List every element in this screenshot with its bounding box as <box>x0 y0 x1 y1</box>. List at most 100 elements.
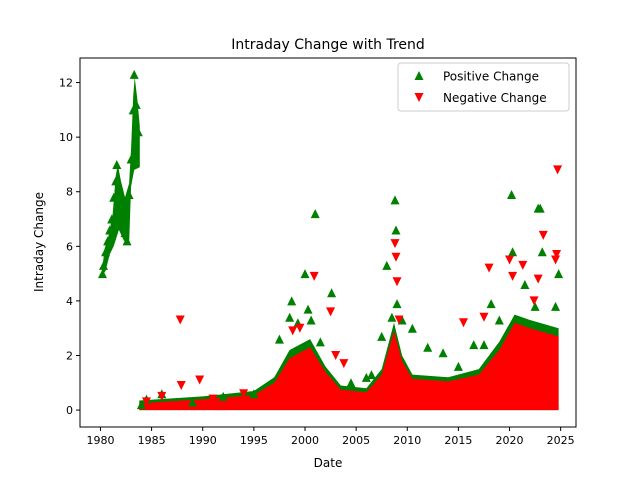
positive-change-point <box>129 69 139 79</box>
legend-box <box>397 62 570 112</box>
data-markers <box>97 69 564 410</box>
positive-change-point <box>346 378 356 388</box>
negative-change-point <box>239 389 249 399</box>
positive-change-point <box>303 304 313 314</box>
negative-change-point <box>518 260 528 270</box>
x-axis-ticks: 1980 1985 1990 1995 2000 2005 2010 2015 2020 2025 <box>86 427 575 447</box>
y-tick-label: 0 <box>66 404 73 417</box>
positive-change-point <box>423 342 433 352</box>
negative-change-point <box>331 350 341 360</box>
negative-change-point <box>533 274 543 284</box>
positive-change-point <box>392 299 402 309</box>
x-tick-label: 2000 <box>291 434 319 447</box>
positive-change-point <box>377 331 387 341</box>
positive-change-point <box>530 301 540 311</box>
positive-change-point <box>218 391 228 401</box>
positive-change-point <box>382 260 392 270</box>
positive-change-point <box>300 269 310 279</box>
negative-change-point <box>394 315 404 325</box>
positive-change-point <box>120 228 130 238</box>
negative-change-point <box>141 397 151 407</box>
positive-change-point <box>327 288 337 298</box>
positive-change-point <box>479 340 489 350</box>
x-tick-label: 1995 <box>240 434 268 447</box>
x-tick-label: 1980 <box>86 434 114 447</box>
positive-change-point <box>507 189 517 199</box>
positive-change-point <box>105 225 115 235</box>
positive-change-point <box>131 99 141 109</box>
positive-change-point <box>128 105 138 115</box>
positive-change-point <box>101 247 111 257</box>
positive-change-point <box>315 337 325 347</box>
y-tick-label: 2 <box>66 349 73 362</box>
positive-change-point <box>387 312 397 322</box>
negative-change-point <box>176 381 186 391</box>
plot-area <box>97 69 564 411</box>
negative-change-point <box>157 391 167 401</box>
x-axis-label: Date <box>314 456 343 470</box>
positive-change-point <box>310 209 320 219</box>
positive-change-point <box>124 189 134 199</box>
positive-change-point <box>122 236 132 246</box>
x-tick-label: 2015 <box>444 434 472 447</box>
positive-change-point <box>508 247 518 257</box>
y-axis-ticks: 0 2 4 6 8 10 12 <box>59 77 80 417</box>
positive-change-point <box>133 127 143 137</box>
positive-change-point <box>285 312 295 322</box>
positive-change-point <box>116 200 126 210</box>
positive-change-point <box>103 236 113 246</box>
x-tick-label: 1990 <box>189 434 217 447</box>
negative-change-point <box>339 359 349 369</box>
positive-change-point <box>136 400 146 410</box>
axes-frame <box>79 57 577 428</box>
negative-change-point <box>459 318 469 328</box>
x-tick-label: 2020 <box>496 434 524 447</box>
chart-title: Intraday Change with Trend <box>231 37 425 53</box>
positive-change-point <box>391 225 401 235</box>
x-tick-label: 2005 <box>342 434 370 447</box>
positive-change-point <box>118 217 128 227</box>
negative-change-point <box>309 271 319 281</box>
negative-change-point <box>390 239 400 249</box>
y-axis-label: Intraday Change <box>32 192 46 292</box>
negative-change-point <box>553 165 563 175</box>
negative-change-point <box>484 263 494 273</box>
negative-change-point <box>326 307 336 317</box>
positive-change-point <box>438 348 448 358</box>
positive-change-point <box>274 334 284 344</box>
x-tick-label: 2025 <box>547 434 575 447</box>
negative-change-point <box>175 315 185 325</box>
positive-change-point <box>494 315 504 325</box>
positive-change-point <box>109 192 119 202</box>
negative-change-point <box>208 394 218 404</box>
negative-change-point <box>538 230 548 240</box>
positive-change-point <box>551 301 561 311</box>
positive-change-point <box>249 389 259 399</box>
positive-change-point <box>453 361 463 371</box>
positive-change-point <box>107 214 117 224</box>
negative-change-point <box>391 252 401 262</box>
legend-marker-positive <box>414 71 424 80</box>
negative-change-point <box>288 326 298 336</box>
positive-change-point <box>390 195 400 205</box>
y-tick-label: 12 <box>59 77 73 90</box>
positive-change-point <box>469 340 479 350</box>
positive-change-point <box>187 397 197 407</box>
positive-change-point <box>112 159 122 169</box>
negative-change-point <box>551 255 561 265</box>
negative-change-point <box>529 296 539 306</box>
positive-change-point <box>535 203 545 213</box>
negative-change-point <box>295 323 305 333</box>
early-positive-cloud <box>101 77 140 277</box>
y-tick-label: 10 <box>59 131 73 144</box>
negative-change-point <box>505 255 515 265</box>
legend-label-negative: Negative Change <box>443 91 547 105</box>
negative-change-point <box>392 277 402 287</box>
negative-change-point <box>508 271 518 281</box>
y-tick-label: 8 <box>66 186 73 199</box>
positive-change-point <box>126 154 136 164</box>
positive-change-point <box>554 269 564 279</box>
y-tick-label: 4 <box>66 295 73 308</box>
negative-change-point <box>479 312 489 322</box>
